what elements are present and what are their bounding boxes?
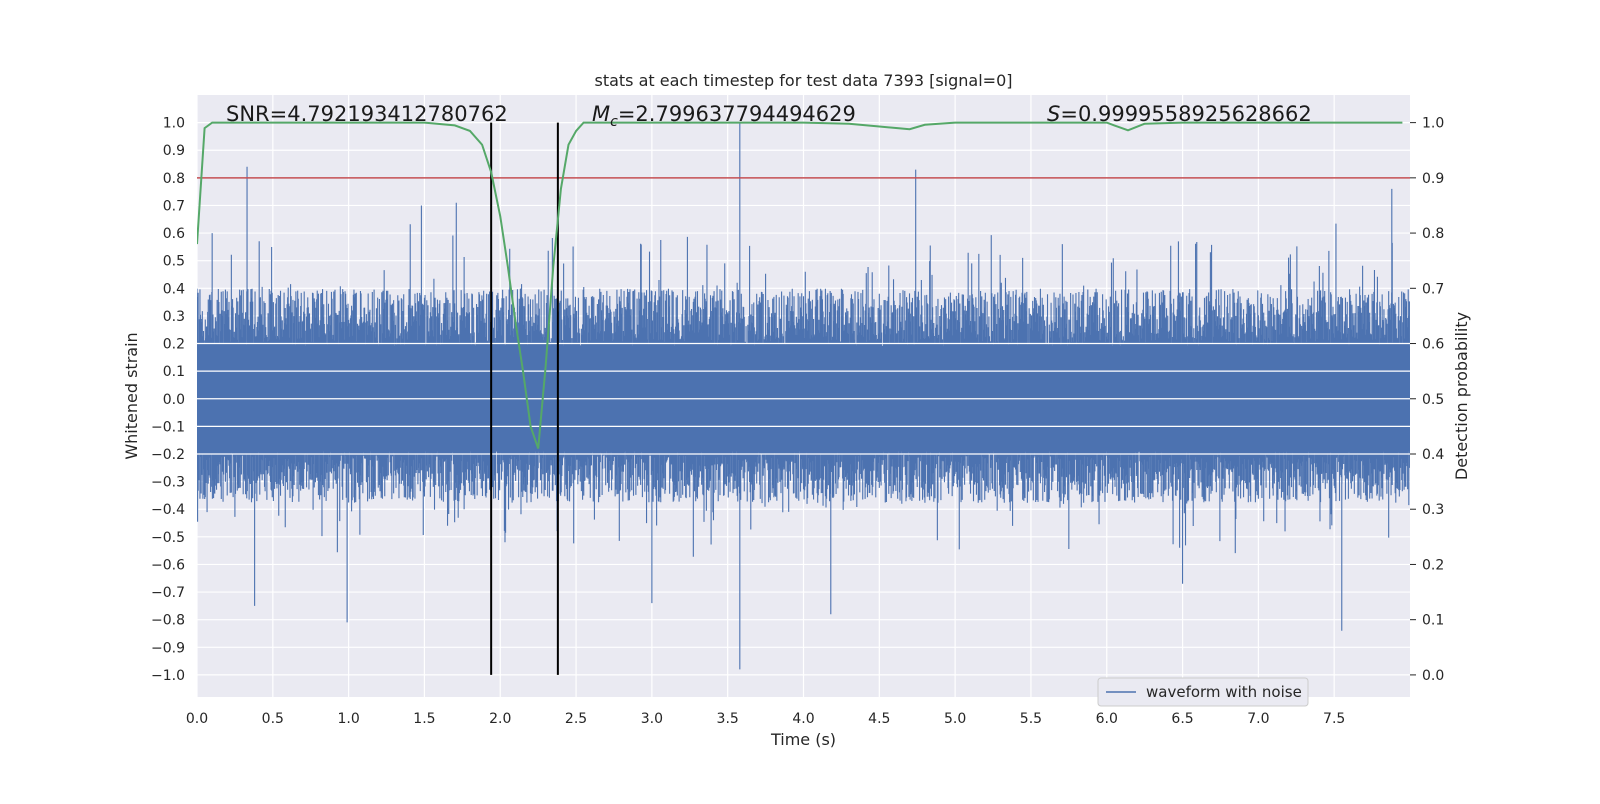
x-tick-label: 7.0 <box>1247 711 1269 727</box>
x-tick-label: 1.0 <box>337 711 359 727</box>
x-tick-label: 3.0 <box>641 711 663 727</box>
waveform-series <box>197 122 1410 670</box>
x-axis-label: Time (s) <box>770 730 836 749</box>
y-tick-label: 0.5 <box>163 254 185 270</box>
y-tick-label: 0.6 <box>163 226 185 242</box>
y-tick-label: 0.4 <box>163 281 185 297</box>
y-tick-label: 0.3 <box>163 309 185 325</box>
x-tick-label: 2.5 <box>565 711 587 727</box>
y2-tick-label: 0.5 <box>1422 392 1444 408</box>
probability-series <box>197 121 1403 449</box>
y-tick-label: −0.2 <box>151 447 185 463</box>
y-tick-label: −0.5 <box>151 530 185 546</box>
y-tick-label: −1.0 <box>151 668 185 684</box>
x-tick-label: 0.5 <box>262 711 284 727</box>
snr-annotation: SNR=4.792193412780762 <box>226 102 508 126</box>
y-tick-label: 0.8 <box>163 171 185 187</box>
y-axis-label: Whitened strain <box>122 332 141 459</box>
x-tick-label: 1.5 <box>413 711 435 727</box>
y2-tick-label: 1.0 <box>1422 116 1444 132</box>
x-tick-label: 4.0 <box>792 711 814 727</box>
y-tick-label: −0.3 <box>151 475 185 491</box>
legend: waveform with noise <box>1097 677 1309 707</box>
detection-probability-line <box>197 121 1403 449</box>
y2-tick-label: 0.2 <box>1422 557 1444 573</box>
legend-box <box>1097 677 1309 707</box>
y-tick-label: −0.4 <box>151 502 185 518</box>
y-tick-label: −0.1 <box>151 419 185 435</box>
mc-symbol: M <box>592 102 610 126</box>
mc-subscript: c <box>610 114 618 130</box>
chirp-mass-annotation: Mc=2.799637794494629 <box>592 102 856 130</box>
x-tick-labels: 0.0 0.5 1.0 1.5 2.0 2.5 3.0 3.5 4.0 4.5 5.0 5.5 6.0 6… <box>186 711 1345 727</box>
s-annotation: S=0.9999558925628662 <box>1047 102 1312 126</box>
legend-label-waveform: waveform with noise <box>1146 683 1302 701</box>
s-value: =0.9999558925628662 <box>1060 102 1311 126</box>
y2-tick-label: 0.9 <box>1422 171 1444 187</box>
x-tick-label: 5.0 <box>944 711 966 727</box>
x-tick-label: 2.0 <box>489 711 511 727</box>
y-tick-label: −0.8 <box>151 613 185 629</box>
y-tick-label: 1.0 <box>163 116 185 132</box>
y-tick-labels: 1.0 0.9 0.8 0.7 0.6 0.5 0.4 0.3 0.2 0.1 0.0 −0.1 −0.… <box>151 116 185 684</box>
y-tick-label: 0.2 <box>163 337 185 353</box>
x-tick-label: 3.5 <box>717 711 739 727</box>
y-tick-label: 0.7 <box>163 198 185 214</box>
x-tick-label: 6.0 <box>1096 711 1118 727</box>
x-tick-label: 6.5 <box>1171 711 1193 727</box>
y2-tick-label: 0.6 <box>1422 337 1444 353</box>
y-tick-label: 0.1 <box>163 364 185 380</box>
y-tick-label: 0.0 <box>163 392 185 408</box>
y2-tick-label: 0.0 <box>1422 668 1444 684</box>
y-tick-label: −0.6 <box>151 557 185 573</box>
mc-value: =2.799637794494629 <box>618 102 856 126</box>
s-symbol: S <box>1047 102 1060 126</box>
x-tick-label: 4.5 <box>868 711 890 727</box>
y2-tick-label: 0.3 <box>1422 502 1444 518</box>
chart-title: stats at each timestep for test data 739… <box>594 71 1012 90</box>
x-tick-label: 0.0 <box>186 711 208 727</box>
y2-tick-labels: 1.0 0.9 0.8 0.7 0.6 0.5 0.4 0.3 0.2 0.1 0.0 <box>1410 116 1444 684</box>
y2-tick-label: 0.8 <box>1422 226 1444 242</box>
y2-tick-label: 0.7 <box>1422 281 1444 297</box>
y2-tick-label: 0.1 <box>1422 613 1444 629</box>
x-tick-label: 5.5 <box>1020 711 1042 727</box>
y-tick-label: 0.9 <box>163 143 185 159</box>
y-tick-label: −0.9 <box>151 640 185 656</box>
y2-axis-label: Detection probability <box>1452 312 1471 480</box>
y-tick-label: −0.7 <box>151 585 185 601</box>
x-tick-label: 7.5 <box>1323 711 1345 727</box>
y2-tick-label: 0.4 <box>1422 447 1444 463</box>
